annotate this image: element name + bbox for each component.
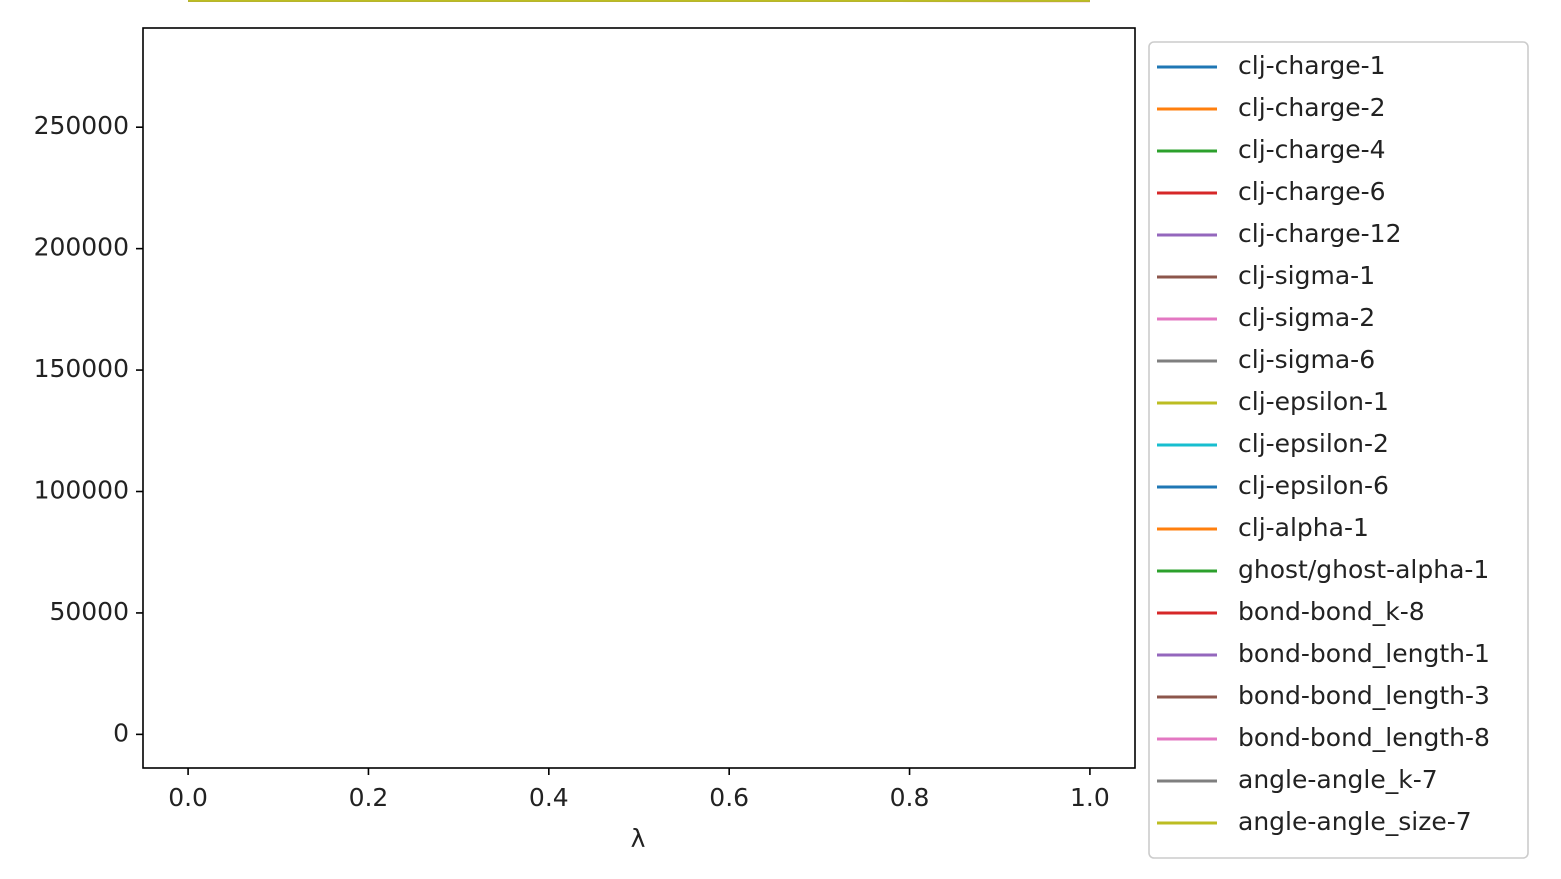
- legend-label: angle-angle_size-7: [1238, 807, 1472, 836]
- legend-label: bond-bond_length-1: [1238, 639, 1490, 668]
- legend-label: clj-sigma-2: [1238, 303, 1375, 332]
- legend-label: ghost/ghost-alpha-1: [1238, 555, 1489, 584]
- y-tick-label: 200000: [34, 233, 129, 262]
- legend-label: clj-alpha-1: [1238, 513, 1369, 542]
- y-tick-label: 150000: [34, 354, 129, 383]
- legend-label: clj-charge-4: [1238, 135, 1386, 164]
- legend-label: clj-charge-2: [1238, 93, 1386, 122]
- x-tick-label: 1.0: [1070, 783, 1110, 812]
- legend-label: clj-charge-1: [1238, 51, 1386, 80]
- legend-label: bond-bond_k-8: [1238, 597, 1425, 626]
- legend-label: clj-epsilon-1: [1238, 387, 1389, 416]
- legend-label: angle-angle_k-7: [1238, 765, 1438, 794]
- legend-label: clj-epsilon-2: [1238, 429, 1389, 458]
- x-tick-label: 0.4: [529, 783, 569, 812]
- legend-label: clj-sigma-1: [1238, 261, 1375, 290]
- x-tick-label: 0.0: [168, 783, 208, 812]
- legend-label: clj-epsilon-6: [1238, 471, 1389, 500]
- legend-label: bond-bond_length-3: [1238, 681, 1490, 710]
- x-tick-label: 0.6: [709, 783, 749, 812]
- legend-label: clj-charge-6: [1238, 177, 1386, 206]
- legend-label: clj-charge-12: [1238, 219, 1402, 248]
- legend-frame: [1148, 41, 1529, 859]
- legend-label: clj-sigma-6: [1238, 345, 1375, 374]
- plot-frame: [142, 27, 1136, 769]
- y-tick-label: 100000: [34, 476, 129, 505]
- x-axis-label: λ: [631, 824, 646, 853]
- legend-label: bond-bond_length-8: [1238, 723, 1490, 752]
- x-tick-label: 0.2: [349, 783, 389, 812]
- x-tick-label: 0.8: [890, 783, 930, 812]
- y-tick-label: 50000: [49, 597, 129, 626]
- y-tick-label: 0: [113, 718, 129, 747]
- y-tick-label: 250000: [34, 111, 129, 140]
